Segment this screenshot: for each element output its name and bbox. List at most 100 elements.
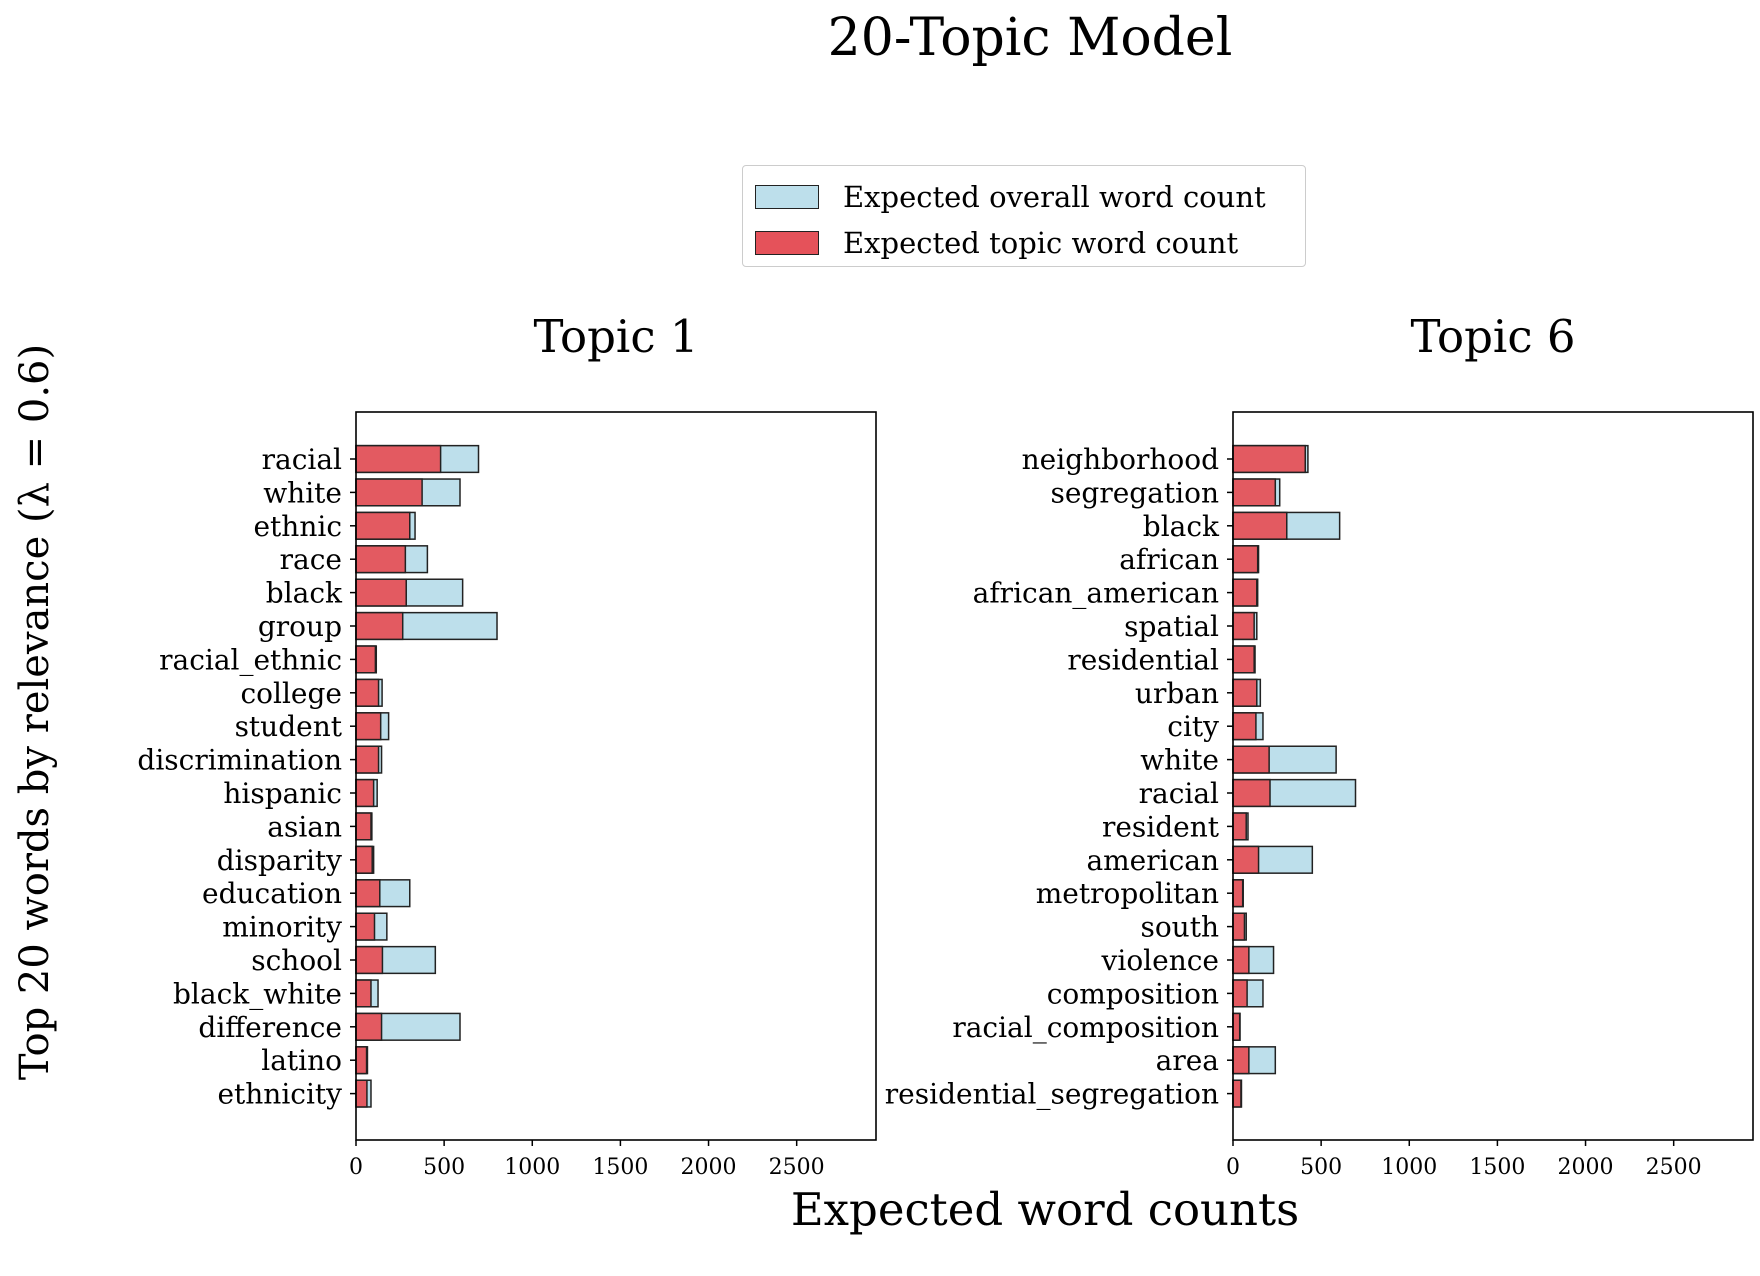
bar-topic-neighborhood [1232,444,1307,474]
bar-topic-american [1232,845,1260,874]
bar-topic-segregation [1232,478,1277,507]
bar-topic-hispanic [355,778,375,808]
bar-topic-south [1232,912,1246,941]
y-tick-label-race: race [280,543,342,576]
bar-topic-composition [1232,979,1248,1008]
bar-topic-residential [1232,645,1255,674]
x-tick-label: 1000 [1381,1155,1437,1180]
y-tick-label-neighborhood: neighborhood [1022,443,1219,476]
bar-topic-residential_segregation [1232,1079,1242,1108]
x-tick-label: 2500 [1646,1155,1702,1180]
legend-label-overall: Expected overall word count [843,180,1266,214]
y-tick-label-difference: difference [198,1011,342,1044]
y-tick-label-american: american [1086,844,1219,877]
y-tick-label-black_white: black_white [173,977,342,1010]
bar-topic-racial [1232,778,1271,808]
y-tick-label-college: college [240,677,342,710]
bar-topic-asian [355,812,372,841]
x-tick-label: 1000 [504,1155,560,1180]
y-tick-label-racial: racial [1139,777,1219,810]
bar-topic-black [1232,511,1288,540]
x-tick-label: 500 [423,1155,465,1180]
y-tick-label-racial: racial [262,443,342,476]
y-tick-label-urban: urban [1135,677,1219,710]
panel-title: Topic 1 [534,310,699,363]
y-tick-label-african: african [1119,543,1219,576]
bar-topic-discrimination [355,745,380,774]
x-tick-label: 500 [1300,1155,1342,1180]
bar-topic-urban [1232,678,1258,707]
bar-topic-metropolitan [1232,879,1244,908]
y-tick-label-residential: residential [1067,643,1219,676]
axes-frame [355,411,877,1141]
x-tick-label: 2500 [769,1155,825,1180]
bar-topic-minority [355,912,376,941]
y-tick-label-violence: violence [1101,944,1219,977]
bar-topic-city [1232,712,1257,741]
figure-title: 20-Topic Model [828,8,1233,68]
y-tick-label-area: area [1156,1044,1219,1077]
legend-label-topic: Expected topic word count [843,226,1239,260]
y-tick-label-white: white [263,476,342,509]
bar-topic-african_american [1232,578,1258,607]
y-tick-label-school: school [251,944,342,977]
y-tick-label-african_american: african_american [973,577,1219,610]
x-tick-label: 0 [1226,1155,1240,1180]
y-tick-label-group: group [258,610,342,643]
bar-topic-area [1232,1046,1250,1075]
y-tick-label-south: south [1140,911,1219,944]
y-tick-label-white: white [1140,744,1219,777]
y-tick-label-minority: minority [222,911,342,944]
y-tick-label-resident: resident [1102,810,1220,843]
y-tick-label-spatial: spatial [1124,610,1219,643]
bar-topic-spatial [1232,611,1255,641]
bar-topic-group [355,611,404,641]
figure-y-label: Top 20 words by relevance (λ = 0.6) [12,344,58,1080]
x-tick-label: 0 [349,1155,363,1180]
bar-topic-race [355,545,407,574]
bar-topic-racial_composition [1232,1012,1241,1041]
y-tick-label-ethnicity: ethnicity [217,1078,342,1111]
bar-topic-ethnic [355,511,411,540]
chart-panels: Topic 1racialwhiteethnicraceblackgroupra… [137,310,1754,1180]
bar-topic-disparity [355,845,373,874]
y-tick-label-student: student [235,710,343,743]
bar-topic-education [355,879,381,908]
bar-topic-black [355,578,407,607]
legend-swatch-topic [755,231,819,255]
y-tick-label-black: black [266,577,343,610]
bar-topic-latino [355,1046,368,1075]
legend: Expected overall word count Expected top… [742,165,1306,267]
legend-swatch-overall [755,185,819,209]
legend-item-topic: Expected topic word count [755,226,1238,260]
y-tick-label-residential_segregation: residential_segregation [885,1078,1219,1111]
bar-topic-school [355,945,384,975]
x-tick-label: 2000 [1558,1155,1614,1180]
y-tick-label-asian: asian [267,810,342,843]
bar-topic-student [355,712,382,741]
bar-topic-violence [1232,945,1250,975]
bar-topic-racial_ethnic [355,645,377,674]
bar-topic-college [355,678,380,707]
bar-topic-white [1232,745,1270,774]
y-tick-label-hispanic: hispanic [223,777,342,810]
bar-topic-white [355,478,423,507]
bar-topic-racial [355,444,442,474]
bar-topic-african [1232,545,1259,574]
legend-item-overall: Expected overall word count [755,180,1266,214]
y-tick-label-latino: latino [261,1044,342,1077]
panel-title: Topic 6 [1411,310,1576,363]
y-tick-label-black: black [1143,510,1220,543]
x-tick-label: 2000 [681,1155,737,1180]
y-tick-label-disparity: disparity [217,844,342,877]
bar-topic-ethnicity [355,1079,368,1108]
bar-topic-black_white [355,979,372,1008]
panel-2: Topic 6neighborhoodsegregationblackafric… [885,310,1754,1180]
y-tick-label-segregation: segregation [1050,476,1219,509]
y-tick-label-city: city [1167,710,1219,743]
y-tick-label-metropolitan: metropolitan [1036,877,1219,910]
bar-topic-difference [355,1012,383,1041]
figure-x-label: Expected word counts [791,1183,1299,1236]
y-tick-label-ethnic: ethnic [253,510,342,543]
